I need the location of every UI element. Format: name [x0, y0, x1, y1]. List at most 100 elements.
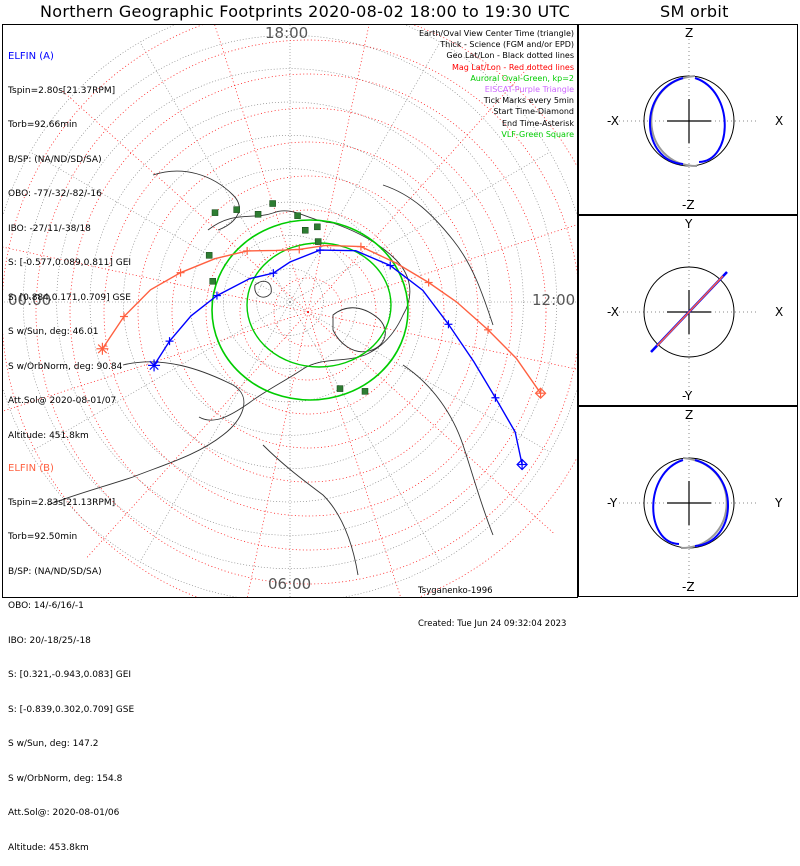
mag-lon-line — [307, 224, 577, 313]
geo-lon-line — [139, 301, 291, 562]
orbit-panel-xy: Y -Y -X X — [578, 215, 798, 406]
mag-lon-line — [307, 66, 530, 313]
orbit-axis-label-top: Y — [684, 217, 693, 231]
geo-lon-line — [289, 301, 441, 562]
legend-entry: Earth/Oval View Center Time (triangle) — [418, 29, 574, 38]
elfin-b-info: ELFIN (B) Tspin=2.83s[21.13RPM] Torb=92.… — [8, 440, 134, 866]
vlf-station-marker — [233, 206, 240, 213]
footprint-map-frame — [2, 24, 578, 598]
orbit-axis-label-top: Z — [685, 26, 693, 40]
mag-lon-line — [307, 311, 554, 534]
orbit-axis-label-top: Z — [685, 408, 693, 422]
elfin-a-line: S: [-0.577,0.089,0.811] GEI — [8, 258, 132, 268]
vlf-station-marker — [314, 223, 321, 231]
orbit-axis-label-bottom: -Y — [682, 389, 693, 403]
mag-lon-line — [3, 246, 309, 313]
mag-lat-circle — [273, 277, 343, 347]
elfin-a-name: ELFIN (A) — [8, 51, 54, 62]
clock-label-left: 00:00 — [8, 291, 52, 309]
orbit-panel-xz: Z -Z -X X — [578, 24, 798, 215]
elfin-b-line: OBO: 14/-6/16/-1 — [8, 601, 84, 611]
mag-lon-line — [214, 25, 309, 313]
model-label: Tsyganenko-1996 — [418, 586, 493, 596]
legend-entry: Thick - Science (FGM and/or EPD) — [440, 40, 574, 50]
earth-circle — [643, 266, 735, 358]
legend-entry: End Time-Asterisk — [501, 118, 574, 128]
vlf-station-marker — [361, 388, 369, 395]
coastline — [254, 280, 272, 298]
elfin-a-line: Torb=92.66min — [8, 120, 78, 130]
orbit-panel-yz: Z -Z -Y Y — [578, 406, 798, 597]
elfin-a-line: Altitude: 451.8km — [8, 430, 89, 441]
elfin-b-line: B/SP: (NA/ND/SD/SA) — [8, 566, 102, 577]
orbit-axis-label-right: X — [775, 305, 783, 319]
mag-lon-line — [307, 25, 370, 313]
elfin-b-orbit — [656, 275, 724, 347]
orbit-axis-label-bottom: -Z — [682, 580, 695, 594]
elfin-a-track — [153, 249, 523, 465]
orbit-plot: Z -Z -Y Y — [607, 408, 783, 594]
elfin-b-line: Torb=92.50min — [8, 532, 78, 542]
vlf-station-marker — [209, 278, 216, 285]
footprint-map — [3, 25, 577, 597]
legend-entry: Start Time-Diamond — [493, 107, 574, 117]
coastline — [152, 170, 240, 231]
geo-lon-line — [289, 42, 441, 303]
elfin-b-line: S: [-0.839,0.302,0.709] GSE — [8, 704, 135, 715]
orbit-plot: Z -Z -X X — [607, 26, 783, 212]
elfin-a-orbit — [694, 459, 729, 547]
geo-lat-circle — [56, 68, 524, 536]
elfin-b-line: Att.Sol@: 2020-08-01/06 — [8, 808, 120, 818]
geo-lat-circle — [156, 168, 424, 436]
vlf-station-marker — [294, 212, 301, 219]
legend-entry: Geo Lat/Lon - Black dotted lines — [446, 51, 574, 61]
orbit-axis-label-left: -X — [607, 305, 619, 319]
footer: Tsyganenko-1996 Created: Tue Jun 24 09:3… — [418, 564, 566, 641]
mag-lat-circle — [35, 39, 577, 585]
orbit-title: SM orbit — [660, 2, 729, 21]
orbit-axis-label-right: Y — [774, 496, 783, 510]
auroral-oval-outer — [211, 219, 409, 401]
vlf-station-marker — [336, 385, 344, 392]
legend-entry: Mag Lat/Lon - Red dotted lines — [451, 62, 574, 72]
coastline — [262, 444, 359, 576]
legend-entry: VLF-Green Square — [501, 129, 574, 139]
elfin-a-line: S w/Sun, deg: 46.01 — [8, 327, 99, 337]
coastline — [198, 210, 411, 421]
mag-lat-circle — [103, 107, 513, 517]
elfin-a-info: ELFIN (A) Tspin=2.80s[21.37RPM] Torb=92.… — [8, 28, 131, 454]
mag-lat-circle — [239, 243, 377, 381]
clock-label-right: 12:00 — [532, 291, 576, 309]
legend: Earth/Oval View Center Time (triangle) T… — [419, 28, 574, 140]
geo-lat-circle — [89, 101, 491, 503]
elfin-b-start-diamond — [534, 387, 547, 400]
geo-lon-line — [30, 301, 291, 453]
elfin-b-track — [101, 244, 542, 394]
geo-lat-circle — [23, 35, 557, 569]
elfin-a-line: OBO: -77/-32/-82/-16 — [8, 189, 102, 199]
clock-label-bottom: 06:00 — [268, 575, 312, 593]
elfin-a-line: IBO: -27/11/-38/18 — [8, 223, 91, 234]
elfin-a-line: Att.Sol@ 2020-08-01/07 — [8, 396, 117, 406]
orbit-axis-label-bottom: -Z — [682, 198, 695, 212]
legend-entry: Auroral Oval-Green, kp=2 — [470, 73, 574, 83]
mag-lat-circle — [171, 175, 445, 449]
elfin-b-line: S w/OrbNorm, deg: 154.8 — [8, 773, 123, 784]
elfin-a-line: B/SP: (NA/ND/SD/SA) — [8, 154, 102, 165]
geo-lon-line — [30, 151, 291, 303]
mag-lon-line — [247, 311, 309, 597]
elfin-a-line: S w/OrbNorm, deg: 90.84 — [8, 361, 123, 372]
legend-entry: Tick Marks every 5min — [483, 96, 574, 106]
geo-lon-line — [289, 301, 550, 453]
orbit-axis-label-right: X — [775, 114, 783, 128]
elfin-a-line: Tspin=2.80s[21.37RPM] — [8, 85, 116, 96]
legend-entry: EISCAT-Purple Triangle — [484, 85, 574, 95]
mag-lon-line — [86, 311, 309, 558]
coastline — [382, 184, 494, 326]
elfin-a-orbit — [649, 77, 684, 165]
elfin-a-start-diamond — [516, 458, 528, 471]
elfin-b-end-asterisk — [97, 344, 108, 354]
vlf-station-marker — [314, 238, 322, 245]
coastline — [47, 361, 245, 506]
mag-lon-line — [307, 311, 401, 597]
